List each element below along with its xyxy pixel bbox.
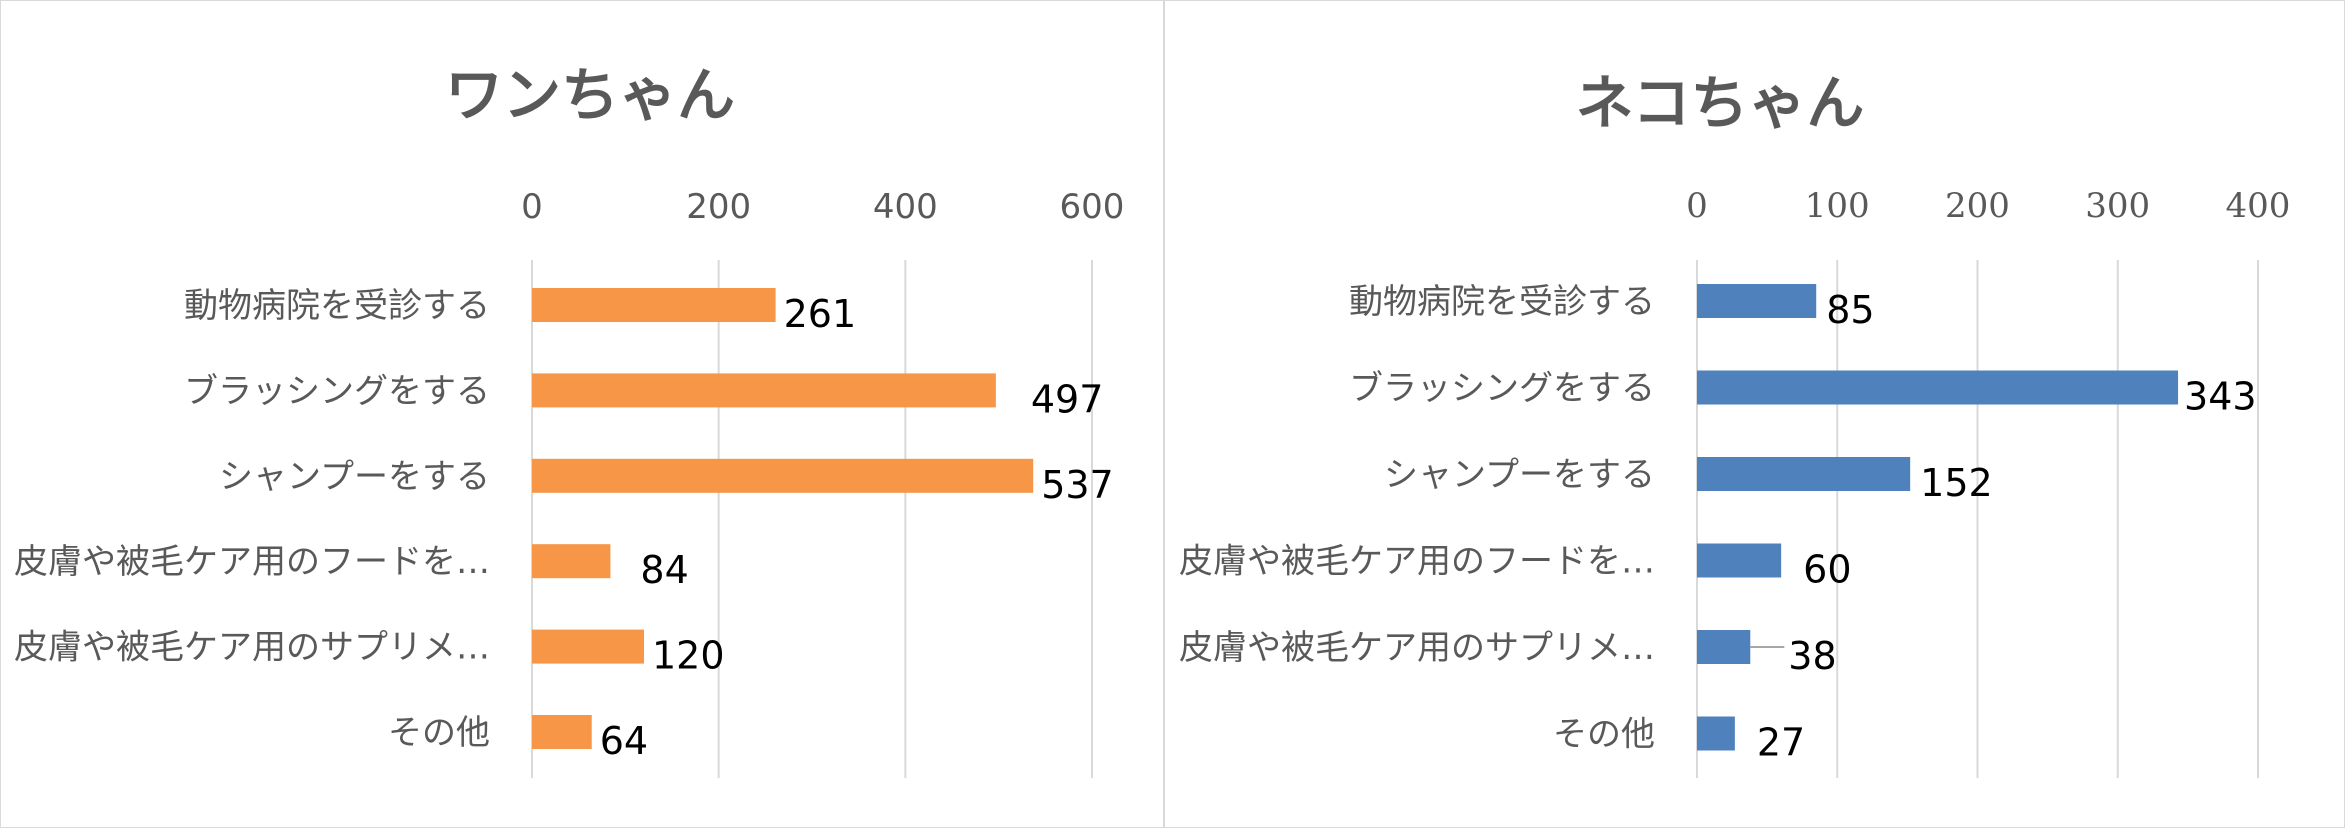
data-label: 38 [1788, 634, 1836, 678]
bar [1697, 284, 1816, 318]
category-label: 皮膚や被毛ケア用のフードを… [1179, 542, 1655, 582]
bar [1697, 630, 1750, 664]
data-label: 85 [1826, 288, 1874, 332]
bar [532, 630, 644, 664]
bar [532, 544, 610, 578]
category-label: その他 [388, 713, 490, 753]
data-label: 64 [600, 719, 648, 763]
category-label: 皮膚や被毛ケア用のサプリメ… [1179, 628, 1655, 668]
data-label: 343 [2184, 375, 2257, 419]
category-label: 皮膚や被毛ケア用のサプリメ… [14, 628, 490, 668]
tick-label: 200 [686, 187, 751, 227]
bar [1697, 371, 2178, 405]
chart-panel-1: ワンちゃん 0 200 400 600 動物病院を受診する 261 ブラッシングをする 497 シ… [14, 61, 1124, 778]
bar [1697, 717, 1735, 751]
tick-label: 100 [1805, 186, 1870, 226]
category-label: 皮膚や被毛ケア用のフードを… [14, 542, 490, 582]
category-label: シャンプーをする [1384, 455, 1655, 495]
data-label: 261 [784, 292, 857, 336]
chart-panel-2: ネコちゃん 0 100 200 300 400 動物病院を受診する 85 ブラッシングをする 34… [1179, 69, 2290, 778]
tick-label: 200 [1945, 186, 2010, 226]
tick-label: 600 [1060, 187, 1125, 227]
data-label: 27 [1757, 721, 1805, 765]
tick-label: 0 [521, 187, 543, 227]
bar [532, 715, 592, 749]
bar [532, 373, 996, 407]
tick-label: 400 [2226, 186, 2291, 226]
bar [1697, 457, 1910, 491]
data-label: 84 [640, 548, 688, 592]
category-label: ブラッシングをする [184, 371, 490, 411]
data-label: 152 [1920, 461, 1993, 505]
category-label: 動物病院を受診する [184, 286, 490, 326]
bar [532, 288, 776, 322]
category-label: 動物病院を受診する [1349, 282, 1655, 322]
chart-title: ネコちゃん [1576, 69, 1865, 137]
tick-label: 0 [1686, 186, 1708, 226]
bar [532, 459, 1033, 493]
data-label: 120 [652, 634, 725, 678]
bar [1697, 544, 1781, 578]
category-label: ブラッシングをする [1349, 369, 1655, 409]
tick-label: 300 [2085, 186, 2150, 226]
data-label: 60 [1803, 548, 1851, 592]
category-label: その他 [1553, 715, 1655, 755]
chart-title: ワンちゃん [445, 61, 735, 129]
data-label: 497 [1031, 377, 1104, 421]
data-label: 537 [1041, 463, 1114, 507]
category-label: シャンプーをする [219, 457, 490, 497]
tick-label: 400 [873, 187, 938, 227]
